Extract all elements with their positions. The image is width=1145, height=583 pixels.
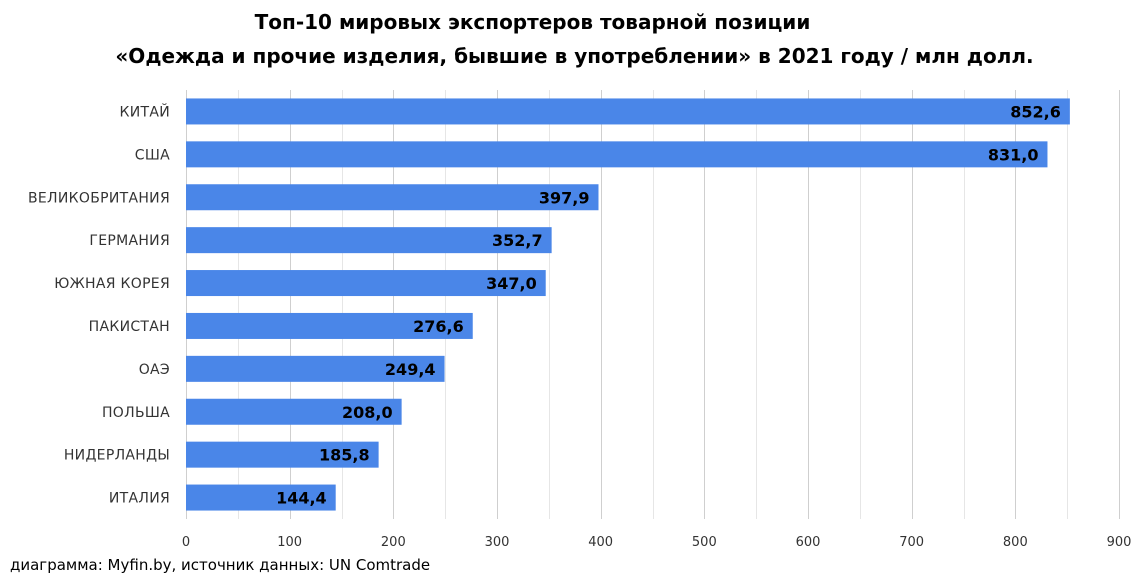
source-caption: диаграмма: Myfin.by, источник данных: UN… <box>10 556 431 574</box>
data-label: 397,9 <box>539 188 590 207</box>
category-label: США <box>135 147 170 163</box>
data-label: 249,4 <box>385 360 436 379</box>
bar <box>186 98 1070 125</box>
category-label: ВЕЛИКОБРИТАНИЯ <box>28 190 170 206</box>
data-label: 208,0 <box>342 403 393 422</box>
category-label: НИДЕРЛАНДЫ <box>64 448 170 464</box>
bar <box>186 227 552 254</box>
bar <box>186 484 336 511</box>
bar <box>186 398 402 425</box>
x-tick-label: 0 <box>182 535 190 550</box>
data-label: 852,6 <box>1010 102 1061 121</box>
chart-title-line-2: «Одежда и прочие изделия, бывшие в употр… <box>115 44 1034 68</box>
bar <box>186 441 379 468</box>
category-label: ГЕРМАНИЯ <box>89 233 170 249</box>
x-tick-label: 200 <box>381 535 406 550</box>
category-label: КИТАЙ <box>119 102 170 120</box>
x-tick-label: 100 <box>277 535 302 550</box>
bar <box>186 312 473 339</box>
data-label: 347,0 <box>486 274 537 293</box>
category-label: ОАЭ <box>139 362 170 378</box>
bar <box>186 184 599 211</box>
data-label: 352,7 <box>492 231 543 250</box>
category-label: ПАКИСТАН <box>89 319 170 335</box>
bar <box>186 355 445 382</box>
category-label: ЮЖНАЯ КОРЕЯ <box>54 276 170 292</box>
labels: 0 100 200 300 400 500 600 700 800 900 КИТАЙ 852,6 СШ… <box>28 102 1131 550</box>
data-label: 185,8 <box>319 446 370 465</box>
x-tick-label: 700 <box>899 535 924 550</box>
category-label: ПОЛЬША <box>102 405 170 421</box>
bar <box>186 270 546 297</box>
x-tick-label: 800 <box>1003 535 1028 550</box>
bars <box>186 98 1070 511</box>
x-tick-label: 300 <box>485 535 510 550</box>
x-tick-label: 600 <box>796 535 821 550</box>
x-tick-label: 900 <box>1107 535 1132 550</box>
data-label: 144,4 <box>276 489 327 508</box>
bar <box>186 141 1048 168</box>
chart-title-line-1: Топ-10 мировых экспортеров товарной пози… <box>254 10 811 34</box>
data-label: 831,0 <box>988 145 1039 164</box>
x-tick-label: 400 <box>588 535 613 550</box>
category-label: ИТАЛИЯ <box>109 491 170 507</box>
data-label: 276,6 <box>413 317 464 336</box>
x-tick-label: 500 <box>692 535 717 550</box>
